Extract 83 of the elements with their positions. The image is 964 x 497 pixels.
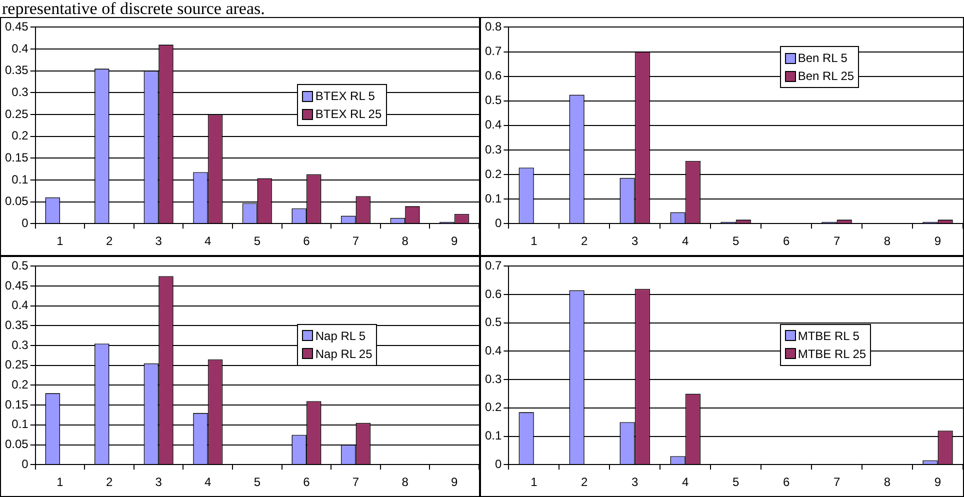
y-tick-label: 0.2 bbox=[12, 378, 29, 392]
y-tick-label: 0.2 bbox=[484, 400, 502, 414]
x-tick-label: 9 bbox=[934, 234, 942, 248]
x-tick-label: 4 bbox=[682, 234, 690, 248]
x-tick-label: 1 bbox=[530, 475, 538, 490]
x-tick-label: 1 bbox=[530, 234, 538, 248]
y-tick-label: 0.25 bbox=[4, 106, 29, 121]
y-tick-label: 0.7 bbox=[484, 258, 502, 273]
x-tick-label: 2 bbox=[581, 475, 588, 490]
y-tick-label: 0.2 bbox=[484, 166, 502, 181]
legend-label: MTBE RL 5 bbox=[798, 328, 860, 345]
y-tick-label: 0.4 bbox=[484, 118, 502, 132]
y-tick-label: 0.45 bbox=[4, 278, 29, 292]
y-tick-label: 0.15 bbox=[4, 150, 29, 164]
y-tick-label: 0.4 bbox=[484, 344, 502, 358]
x-tick-label: 9 bbox=[934, 475, 942, 490]
y-tick-label: 0.2 bbox=[12, 128, 29, 143]
x-tick-label: 6 bbox=[782, 475, 790, 490]
x-tick-label: 4 bbox=[204, 234, 212, 248]
legend-label: Ben RL 5 bbox=[798, 50, 848, 68]
legend-label: Nap RL 25 bbox=[315, 346, 372, 363]
legend-label: MTBE RL 25 bbox=[798, 346, 866, 363]
x-tick-label: 3 bbox=[632, 475, 639, 490]
y-tick-label: 0.5 bbox=[484, 315, 502, 330]
y-tick-label: 0.05 bbox=[4, 437, 29, 452]
y-tick-label: 0.8 bbox=[484, 20, 502, 34]
x-tick-label: 8 bbox=[402, 475, 409, 490]
legend-label: BTEX RL 25 bbox=[315, 106, 382, 124]
y-tick-label: 0.1 bbox=[12, 172, 29, 186]
x-tick-label: 7 bbox=[833, 475, 840, 490]
y-tick-label: 0.3 bbox=[484, 372, 502, 386]
y-tick-label: 0.3 bbox=[484, 142, 502, 156]
y-tick-label: 0.5 bbox=[484, 93, 502, 108]
text: representative of discrete source areas. bbox=[1, 0, 266, 18]
x-tick-label: 1 bbox=[56, 475, 64, 490]
y-tick-label: 0.6 bbox=[484, 68, 502, 83]
legend-label: Nap RL 5 bbox=[315, 328, 366, 345]
y-tick-label: 0.7 bbox=[484, 44, 502, 58]
x-tick-label: 7 bbox=[833, 234, 840, 248]
y-tick-label: 0 bbox=[494, 216, 502, 230]
x-tick-label: 2 bbox=[106, 475, 113, 490]
y-tick-label: 0.45 bbox=[4, 20, 29, 34]
y-tick-label: 0.35 bbox=[4, 63, 29, 78]
x-tick-label: 5 bbox=[732, 234, 740, 248]
y-tick-label: 0.4 bbox=[12, 41, 29, 56]
y-tick-label: 0.3 bbox=[12, 338, 29, 352]
y-tick-label: 0 bbox=[22, 456, 29, 471]
y-tick-label: 0.5 bbox=[12, 258, 29, 273]
y-tick-label: 0.1 bbox=[12, 417, 29, 432]
y-tick-label: 0.35 bbox=[4, 318, 29, 332]
x-tick-label: 8 bbox=[884, 234, 891, 248]
x-tick-label: 7 bbox=[352, 475, 360, 490]
x-tick-label: 4 bbox=[204, 475, 212, 490]
x-tick-label: 4 bbox=[682, 475, 690, 490]
x-tick-label: 9 bbox=[451, 234, 458, 248]
x-tick-label: 8 bbox=[402, 234, 409, 248]
y-tick-label: 0.4 bbox=[12, 298, 29, 312]
x-tick-label: 2 bbox=[106, 234, 113, 248]
y-tick-label: 0 bbox=[494, 456, 502, 471]
x-tick-label: 3 bbox=[155, 234, 162, 248]
y-tick-label: 0 bbox=[22, 216, 29, 230]
y-tick-label: 0.25 bbox=[4, 358, 29, 372]
x-tick-label: 2 bbox=[581, 234, 588, 248]
y-tick-label: 0.1 bbox=[484, 191, 502, 206]
x-tick-label: 6 bbox=[782, 234, 790, 248]
x-tick-label: 6 bbox=[303, 475, 310, 490]
y-tick-label: 0.3 bbox=[12, 84, 29, 99]
x-tick-label: 8 bbox=[884, 475, 891, 490]
x-tick-label: 6 bbox=[303, 234, 310, 248]
x-tick-label: 5 bbox=[254, 234, 261, 248]
y-tick-label: 0.05 bbox=[4, 194, 29, 208]
y-tick-label: 0.1 bbox=[484, 428, 502, 443]
x-tick-label: 3 bbox=[632, 234, 639, 248]
legend-label: Ben RL 25 bbox=[798, 68, 854, 86]
x-tick-label: 5 bbox=[732, 475, 740, 490]
legend-label: BTEX RL 5 bbox=[315, 88, 375, 106]
x-tick-label: 5 bbox=[254, 475, 261, 490]
x-tick-label: 3 bbox=[155, 475, 162, 490]
x-tick-label: 1 bbox=[56, 234, 64, 248]
x-tick-label: 7 bbox=[352, 234, 360, 248]
y-tick-label: 0.6 bbox=[484, 286, 502, 301]
x-tick-label: 9 bbox=[451, 475, 458, 490]
y-tick-label: 0.15 bbox=[4, 397, 29, 412]
